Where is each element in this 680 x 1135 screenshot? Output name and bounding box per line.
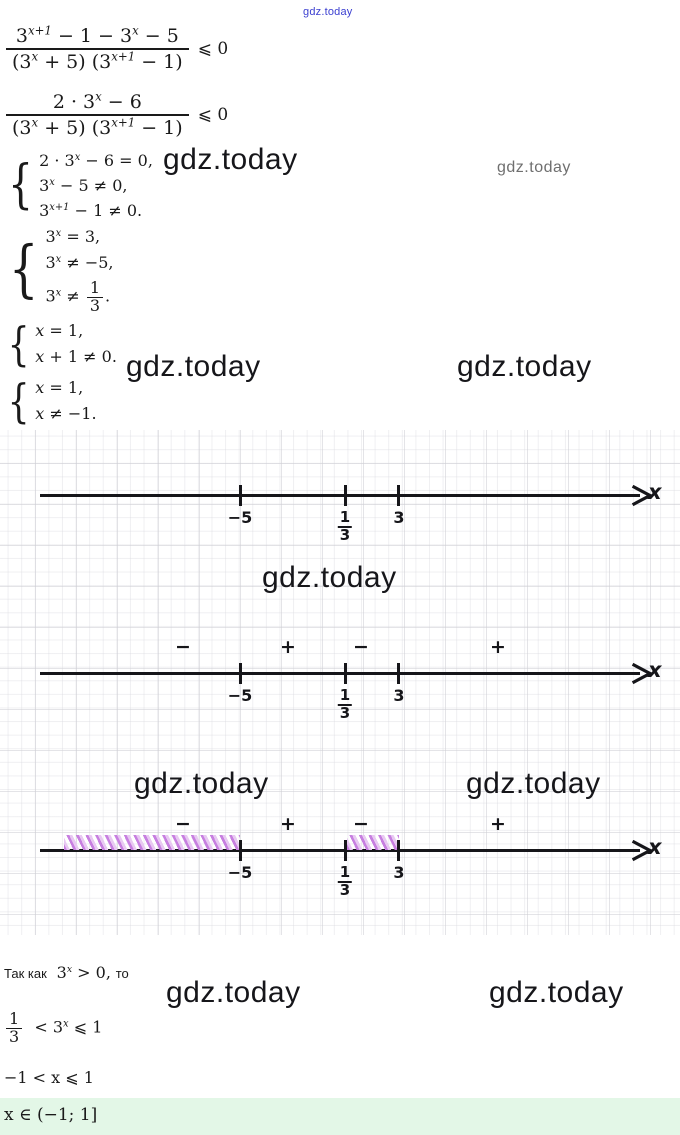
inequality-2-fraction: 2 · 3x − 6 (3x + 5) (3x+1 − 1) [6, 91, 189, 140]
axis-label-x: x [648, 835, 662, 859]
tick-label-one-third-num: 1 [339, 863, 351, 881]
brace-icon: { [7, 316, 30, 371]
tick-label-one-third: 1 3 [337, 686, 353, 722]
answer-text: x ∈ (−1; 1] [4, 1105, 98, 1125]
tick-label-one-third-num: 1 [339, 686, 351, 704]
axis-label-x: x [648, 480, 662, 504]
system-3: { x = 1, x + 1 ≠ 0. [4, 318, 117, 370]
system-1: { 2 · 3x − 6 = 0, 3x − 5 ≠ 0, 3x+1 − 1 ≠… [4, 148, 153, 223]
tick-label-three: 3 [393, 508, 405, 527]
tick-one-third [344, 485, 347, 506]
tick-label-minus5: −5 [227, 686, 253, 705]
watermark-grey-small: gdz.today [497, 159, 571, 176]
graph-paper-grid [0, 430, 680, 935]
sign-interval-4: + [490, 636, 506, 658]
axis-label-x: x [648, 658, 662, 682]
tick-label-three: 3 [393, 686, 405, 705]
system-2-row-2: 3x ≠ −5, [45, 253, 114, 272]
tick-three [397, 663, 400, 684]
tick-label-one-third-num: 1 [339, 508, 351, 526]
conclusion-fraction-num: 1 [9, 1009, 20, 1028]
system-4-row-2: x ≠ −1. [35, 404, 97, 423]
system-1-row-3: 3x+1 − 1 ≠ 0. [39, 201, 143, 220]
tick-label-one-third-den: 3 [337, 525, 353, 544]
inequality-2-denominator: (3x + 5) (3x+1 − 1) [6, 114, 189, 139]
brace-icon: { [8, 232, 39, 306]
tick-minus5 [239, 840, 242, 861]
tick-label-one-third-den: 3 [337, 703, 353, 722]
axis-line [40, 494, 640, 497]
watermark-2: gdz.today [126, 350, 261, 383]
watermark-1: gdz.today [163, 143, 298, 176]
axis-line [40, 672, 640, 675]
conclusion-note-suffix: то [115, 966, 129, 981]
inequality-1-fraction: 3x+1 − 1 − 3x − 5 (3x + 5) (3x+1 − 1) [6, 25, 189, 74]
watermark-4: gdz.today [262, 561, 397, 594]
conclusion-fraction: 1 3 [6, 1009, 23, 1046]
solution-hatch-2 [347, 835, 399, 850]
watermark-7: gdz.today [166, 976, 301, 1009]
watermark-3: gdz.today [457, 350, 592, 383]
conclusion-line-2: −1 < x ⩽ 1 [4, 1068, 94, 1087]
tick-three [397, 485, 400, 506]
sign-interval-2: + [280, 813, 296, 835]
brace-icon: { [7, 373, 30, 428]
watermark-5: gdz.today [134, 767, 269, 800]
watermark-top-blue: gdz.today [303, 6, 353, 18]
system-3-rows: x = 1, x + 1 ≠ 0. [35, 318, 117, 370]
inequality-1-relation: ⩽ 0 [197, 39, 229, 60]
system-1-row-2: 3x − 5 ≠ 0, [39, 176, 128, 195]
answer-highlight: x ∈ (−1; 1] [0, 1098, 680, 1135]
system-3-row-2: x + 1 ≠ 0. [35, 347, 117, 366]
system-2-row-1: 3x = 3, [45, 227, 101, 246]
inequality-1-denominator: (3x + 5) (3x+1 − 1) [6, 48, 189, 73]
brace-icon: { [8, 154, 33, 215]
system-1-rows: 2 · 3x − 6 = 0, 3x − 5 ≠ 0, 3x+1 − 1 ≠ 0… [39, 148, 153, 223]
sign-interval-1: − [175, 636, 191, 658]
tick-label-one-third-den: 3 [337, 880, 353, 899]
inequality-1-numerator: 3x+1 − 1 − 3x − 5 [15, 23, 179, 47]
tick-minus5 [239, 663, 242, 684]
system-4-row-1: x = 1, [35, 378, 84, 397]
tick-three [397, 840, 400, 861]
tick-one-third [344, 840, 347, 861]
conclusion-note-prefix: Так как [4, 966, 47, 981]
tick-label-one-third: 1 3 [337, 863, 353, 899]
axis-line [40, 849, 640, 852]
inequality-2-relation: ⩽ 0 [197, 105, 229, 126]
sign-interval-3: − [353, 813, 369, 835]
conclusion-line-1: 1 3 < 3x ⩽ 1 [4, 1009, 102, 1046]
solution-hatch-1 [64, 835, 240, 850]
watermark-6: gdz.today [466, 767, 601, 800]
tick-label-one-third: 1 3 [337, 508, 353, 544]
system-3-row-1: x = 1, [35, 321, 84, 340]
sign-interval-1: − [175, 813, 191, 835]
system-1-row-1: 2 · 3x − 6 = 0, [39, 151, 153, 170]
tick-label-minus5: −5 [227, 508, 253, 527]
tick-minus5 [239, 485, 242, 506]
inequality-1: 3x+1 − 1 − 3x − 5 (3x + 5) (3x+1 − 1) ⩽ … [6, 25, 228, 74]
sign-interval-2: + [280, 636, 296, 658]
sign-interval-3: − [353, 636, 369, 658]
inequality-2-numerator: 2 · 3x − 6 [52, 89, 142, 113]
watermark-8: gdz.today [489, 976, 624, 1009]
conclusion-fraction-den: 3 [6, 1027, 23, 1046]
sign-interval-4: + [490, 813, 506, 835]
tick-label-minus5: −5 [227, 863, 253, 882]
tick-one-third [344, 663, 347, 684]
inequality-2: 2 · 3x − 6 (3x + 5) (3x+1 − 1) ⩽ 0 [6, 91, 228, 140]
system-4: { x = 1, x ≠ −1. [4, 375, 97, 427]
system-4-rows: x = 1, x ≠ −1. [35, 375, 96, 427]
tick-label-three: 3 [393, 863, 405, 882]
conclusion-note: Так как 3x > 0, то [4, 963, 129, 982]
